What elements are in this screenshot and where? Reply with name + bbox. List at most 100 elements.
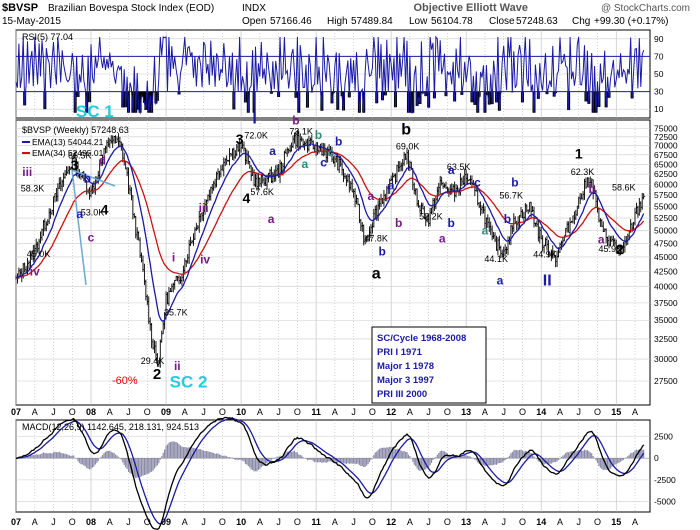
wave-label: b (504, 212, 511, 226)
trendline-upper (71, 169, 116, 187)
wave-label: b (335, 135, 342, 149)
wave-label: 69.0K (396, 141, 420, 151)
x-tick-label: O (369, 407, 376, 417)
wave-label: b (589, 182, 596, 196)
x-tick-label: O (369, 517, 376, 527)
macd-tick-label: 0 (654, 453, 659, 463)
wave-label: iii (22, 165, 32, 179)
wave-label: ii (174, 359, 181, 373)
macd-tick-labels: -5000 -2500 0 2500 (654, 431, 676, 506)
info-line: Major 3 1997 (377, 375, 434, 386)
macd-line (15, 416, 645, 530)
x-tick-label: J (51, 407, 56, 417)
wave-label: b (401, 121, 411, 138)
wave-label: a (76, 207, 83, 221)
x-tick-label: 11 (311, 407, 321, 417)
open-label: Open (242, 16, 266, 27)
x-tick-label: A (107, 407, 113, 417)
x-tick-label: 13 (461, 517, 471, 527)
x-tick-label: 09 (161, 407, 171, 417)
wave-label: 1 (575, 146, 583, 162)
wave-label: b (378, 244, 385, 258)
price-tick-label: 75000 (654, 123, 678, 133)
wave-label: iv (200, 253, 210, 267)
index-name: Brazilian Bovespa Stock Index (EOD) (48, 3, 214, 14)
open-value: 57166.46 (270, 16, 312, 27)
close-value: 57248.63 (516, 16, 558, 27)
wave-label: b (84, 171, 91, 185)
wave-label: a (268, 212, 275, 226)
price-tick-labels: 27500 30000 32500 35000 37500 40000 42500 45000… (654, 123, 678, 386)
wave-label: SC 1 (76, 102, 114, 121)
price-tick-label: 50000 (654, 225, 678, 235)
low-label: Low (409, 16, 428, 27)
wave-label: c (88, 231, 95, 245)
x-tick-label: 07 (11, 407, 21, 417)
wave-label: a (302, 157, 309, 171)
x-tick-label: 15 (611, 517, 621, 527)
x-tick-label: A (107, 517, 113, 527)
wave-label: b (511, 176, 518, 190)
wave-label: 73.1K (289, 127, 313, 137)
price-tick-label: 70000 (654, 141, 678, 151)
macd-tick-label: -5000 (654, 497, 676, 507)
wave-label: b (315, 128, 322, 142)
wave-label: c (474, 176, 481, 190)
wave-label: 58.6K (612, 182, 636, 192)
ema13-line (15, 143, 645, 322)
x-tick-label: J (126, 517, 131, 527)
x-tick-label: A (557, 407, 563, 417)
rsi-tick-label: 30 (654, 87, 664, 97)
macd-tick-label: 2500 (654, 431, 673, 441)
price-tick-label: 40000 (654, 282, 678, 292)
rsi-legend: RSI(5) 77.04 (22, 32, 73, 42)
x-tick-label: 10 (236, 407, 246, 417)
wave-label: a (482, 223, 489, 237)
x-tick-label: A (257, 517, 263, 527)
price-tick-label: 32500 (654, 334, 678, 344)
x-tick-label: J (201, 517, 206, 527)
x-tick-label: J (51, 517, 56, 527)
wave-label: SC 2 (170, 372, 208, 391)
x-tick-label: A (407, 407, 413, 417)
x-tick-label: A (632, 517, 638, 527)
wave-label: 58.3K (21, 184, 45, 194)
trendline (71, 169, 87, 286)
rsi-panel: 10 30 50 70 90 RSI(5) 77.04 (15, 29, 664, 119)
rsi-tick-label: 10 (654, 104, 664, 114)
x-tick-label: 12 (386, 407, 396, 417)
x-tick-label: J (351, 407, 356, 417)
info-line: Major 1 1978 (377, 361, 434, 372)
x-tick-label: O (294, 517, 301, 527)
x-tick-label: O (144, 407, 151, 417)
x-tick-label: 12 (386, 517, 396, 527)
wave-label: b (292, 113, 299, 127)
x-tick-label: 13 (461, 407, 471, 417)
x-tick-label: A (182, 517, 188, 527)
x-tick-label: A (332, 517, 338, 527)
rsi-tick-label: 90 (654, 34, 664, 44)
price-legend: $BVSP (Weekly) 57248.63 EMA(13) 54044.21… (22, 125, 129, 158)
wave-label: a (372, 266, 381, 283)
wave-label: 52.2K (419, 212, 443, 222)
wave-annotations: 45.0K 58.3K 66.5K 53.0K 35.7K 29.4K 72.0K 57.6K… (21, 102, 636, 392)
x-tick-label: A (407, 517, 413, 527)
x-tick-label: J (276, 517, 281, 527)
price-panel: 2750030000325003500037500400004250045000… (15, 102, 678, 406)
x-tick-label: O (594, 517, 601, 527)
price-tick-label: 62500 (654, 169, 678, 179)
x-tick-label: A (182, 407, 188, 417)
wave-label: 53.0K (81, 208, 105, 218)
wave-label: 29.4K (141, 356, 165, 366)
x-axis-labels-bottom: 07 A J O 08 A J O 09 A J O 10 A J O 11 A J O 12 A J O 13 A J O 14 A J O… (11, 517, 638, 527)
symbol-label: $BVSP (2, 2, 38, 14)
wave-label: a (448, 163, 455, 177)
rsi-oversold-fill (23, 91, 634, 113)
wave-label: i (172, 250, 175, 264)
wave-label: 3 (236, 131, 244, 147)
high-value: 57489.84 (351, 16, 393, 27)
price-tick-label: 60000 (654, 179, 678, 189)
x-tick-label: 10 (236, 517, 246, 527)
rsi-line (15, 35, 645, 115)
x-tick-label: A (32, 407, 38, 417)
